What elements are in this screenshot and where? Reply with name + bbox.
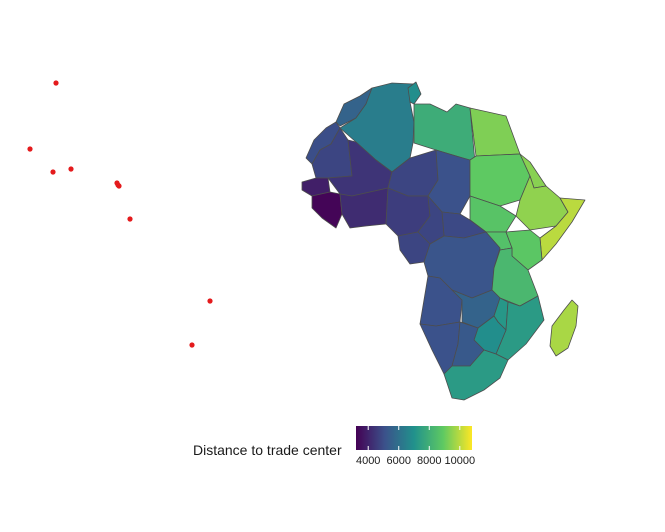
island-point-7	[115, 182, 121, 188]
legend-tick-label-1: 6000	[386, 455, 410, 467]
island-point-9	[207, 298, 213, 304]
legend-title: Distance to trade center	[193, 442, 342, 458]
colorbar	[356, 426, 472, 450]
region-south-africa	[443, 349, 509, 401]
region-egypt	[469, 107, 521, 157]
island-point-2	[27, 146, 33, 152]
region-tunisia	[407, 81, 422, 105]
region-madagascar	[549, 299, 579, 357]
country-regions	[301, 81, 586, 401]
legend-tick-label-2: 8000	[417, 455, 441, 467]
island-point-3	[50, 169, 56, 175]
island-points	[27, 80, 213, 348]
island-point-1	[53, 80, 59, 86]
colorbar-legend: Distance to trade center 4000 6000 8000 100…	[193, 426, 475, 467]
island-point-10	[189, 342, 195, 348]
island-point-8	[127, 216, 133, 222]
legend-tick-label-0: 4000	[356, 455, 380, 467]
legend-tick-label-3: 10000	[444, 455, 475, 467]
region-guinea	[311, 191, 343, 229]
island-point-4	[68, 166, 74, 172]
